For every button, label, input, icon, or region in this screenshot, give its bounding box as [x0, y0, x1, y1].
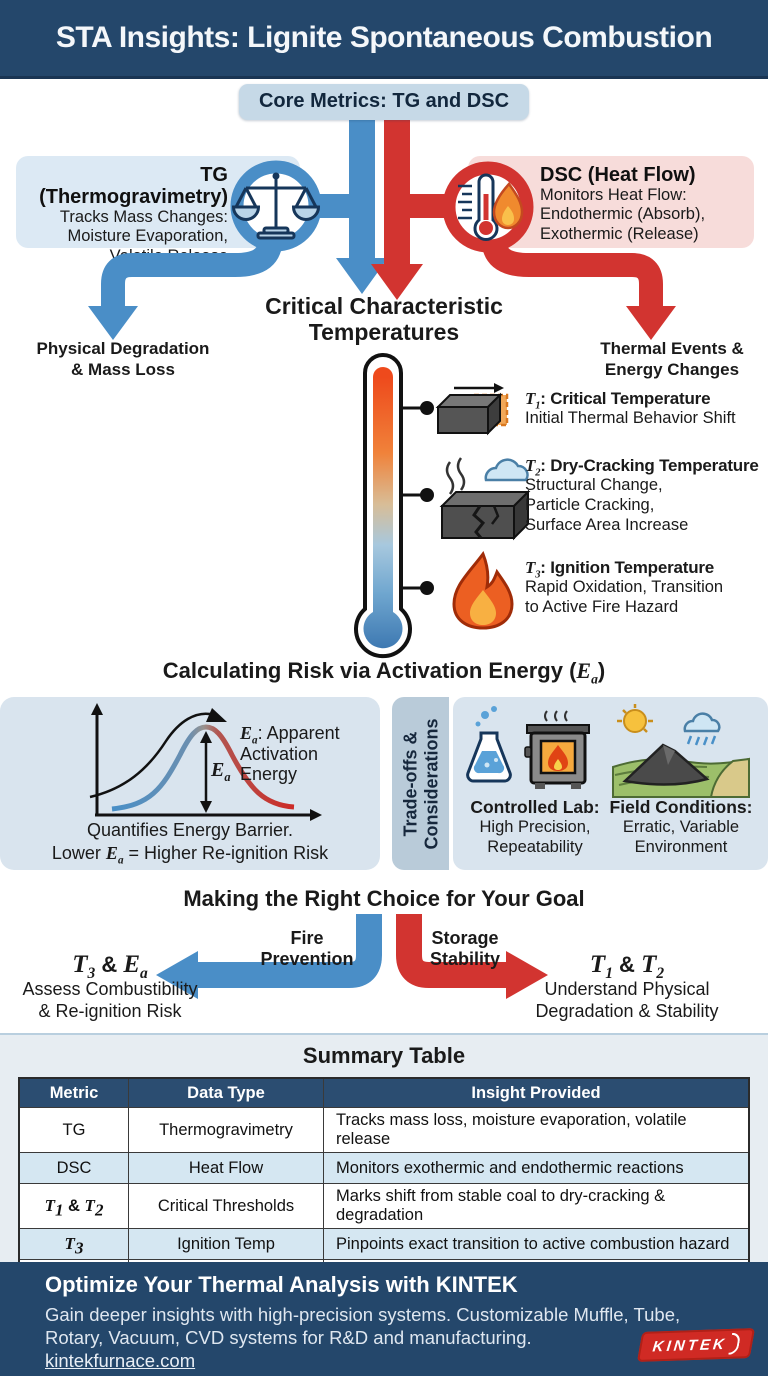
dsc-line-3: Exothermic (Release) [540, 224, 699, 243]
thermometer-flame-icon [458, 173, 524, 241]
fire-prevention-label: Fire Prevention [260, 928, 354, 969]
ea-callout: Ea: Apparent Activation Energy [240, 723, 340, 785]
tg-line-2: Moisture Evaporation, [67, 227, 229, 246]
ea-section-title: Calculating Risk via Activation Energy (… [162, 658, 606, 687]
logo-paren-mark [728, 1332, 742, 1355]
kintek-logo: KINTEK [636, 1328, 756, 1362]
summary-section: Summary Table Metric Data Type Insight P… [0, 1033, 768, 1292]
dsc-line-1: Monitors Heat Flow: [540, 186, 687, 204]
controlled-lab-caption: Controlled Lab: High Precision, Repeatab… [470, 797, 600, 856]
field-conditions-caption: Field Conditions: Erratic, Variable Envi… [609, 797, 753, 856]
table-row: TG Thermogravimetry Tracks mass loss, mo… [18, 1107, 750, 1153]
storage-stability-arrowhead [506, 951, 548, 999]
critical-temperatures-title: Critical Characteristic Temperatures [265, 293, 503, 346]
summary-table: Metric Data Type Insight Provided TG The… [18, 1077, 750, 1292]
fire-prevention-arrowhead [156, 951, 198, 999]
tradeoffs-strip-label: Trade-offs & Considerations [399, 717, 441, 850]
blue-left-branch-arrowhead [88, 306, 138, 340]
field-conditions-icon [612, 704, 750, 798]
footer-bar: Optimize Your Thermal Analysis with KINT… [0, 1262, 768, 1376]
table-row: T3 Ignition Temp Pinpoints exact transit… [18, 1228, 750, 1260]
t2-label: T2: Dry-Cracking Temperature [525, 456, 759, 479]
table-row: T1 & T2 Critical Thresholds Marks shift … [18, 1183, 750, 1229]
dsc-outcome-label: Thermal Events & Energy Changes [600, 339, 744, 380]
footer-headline: Optimize Your Thermal Analysis with KINT… [45, 1272, 518, 1297]
dsc-title: DSC (Heat Flow) [540, 164, 696, 186]
tradeoffs-panel: Controlled Lab: High Precision, Repeatab… [453, 697, 768, 870]
ea-arrow-label: Ea [211, 759, 231, 784]
cracked-coal-steam-icon [439, 457, 531, 541]
core-metrics-badge: Core Metrics: TG and DSC [238, 84, 530, 120]
lab-flask-furnace-icon [466, 706, 590, 789]
activation-energy-panel: Ea Ea: Apparent Activation Energy Quanti… [0, 697, 380, 870]
tradeoffs-strip: Trade-offs & Considerations [392, 697, 449, 870]
table-row: DSC Heat Flow Monitors exothermic and en… [18, 1152, 750, 1184]
tg-title: TG (Thermogravimetry) [39, 164, 228, 208]
choice-title: Making the Right Choice for Your Goal [183, 886, 585, 911]
footer-body: Gain deeper insights with high-precision… [45, 1304, 681, 1348]
coal-block-expansion-icon [435, 383, 509, 436]
red-right-branch-arrowhead [626, 306, 676, 340]
choice-arrows-graphic [156, 914, 548, 999]
dsc-line-2: Endothermic (Absorb), [540, 205, 706, 224]
summary-table-title: Summary Table [302, 1043, 466, 1068]
table-header-row: Metric Data Type Insight Provided [18, 1077, 750, 1108]
t3-label: T3: Ignition Temperature [525, 558, 715, 581]
t1-t2-symbols: T1 & T2 [589, 951, 665, 982]
footer-link[interactable]: kintekfurnace.com [45, 1350, 196, 1371]
t3-ea-symbols: T3 & Ea [72, 951, 148, 982]
ea-caption: Quantifies Energy Barrier. Lower Ea = Hi… [51, 820, 329, 867]
activation-energy-curve [89, 703, 322, 821]
tg-outcome-label: Physical Degradation & Mass Loss [36, 339, 210, 380]
flow-arrows-graphic [88, 116, 676, 340]
t1-item: T1: Critical Temperature Initial Thermal… [525, 389, 765, 429]
t3-item: T3: Ignition Temperature Rapid Oxidation… [525, 558, 765, 618]
balance-scale-icon [231, 172, 321, 240]
t1-label: T1: Critical Temperature [525, 389, 711, 412]
page-title: STA Insights: Lignite Spontaneous Combus… [55, 21, 713, 54]
storage-stability-result: T1 & T2 Understand Physical Degradation … [512, 950, 742, 1022]
tg-line-1: Tracks Mass Changes: [59, 208, 228, 226]
header-bar: STA Insights: Lignite Spontaneous Combus… [0, 0, 768, 79]
thermometer-graphic [354, 353, 434, 659]
fire-prevention-result: T3 & Ea Assess Combustibility & Re-ignit… [10, 950, 210, 1022]
t2-item: T2: Dry-Cracking Temperature Structural … [525, 456, 768, 535]
storage-stability-label: Storage Stability [429, 928, 500, 969]
flame-icon [452, 550, 514, 630]
red-down-arrowhead [371, 264, 423, 300]
